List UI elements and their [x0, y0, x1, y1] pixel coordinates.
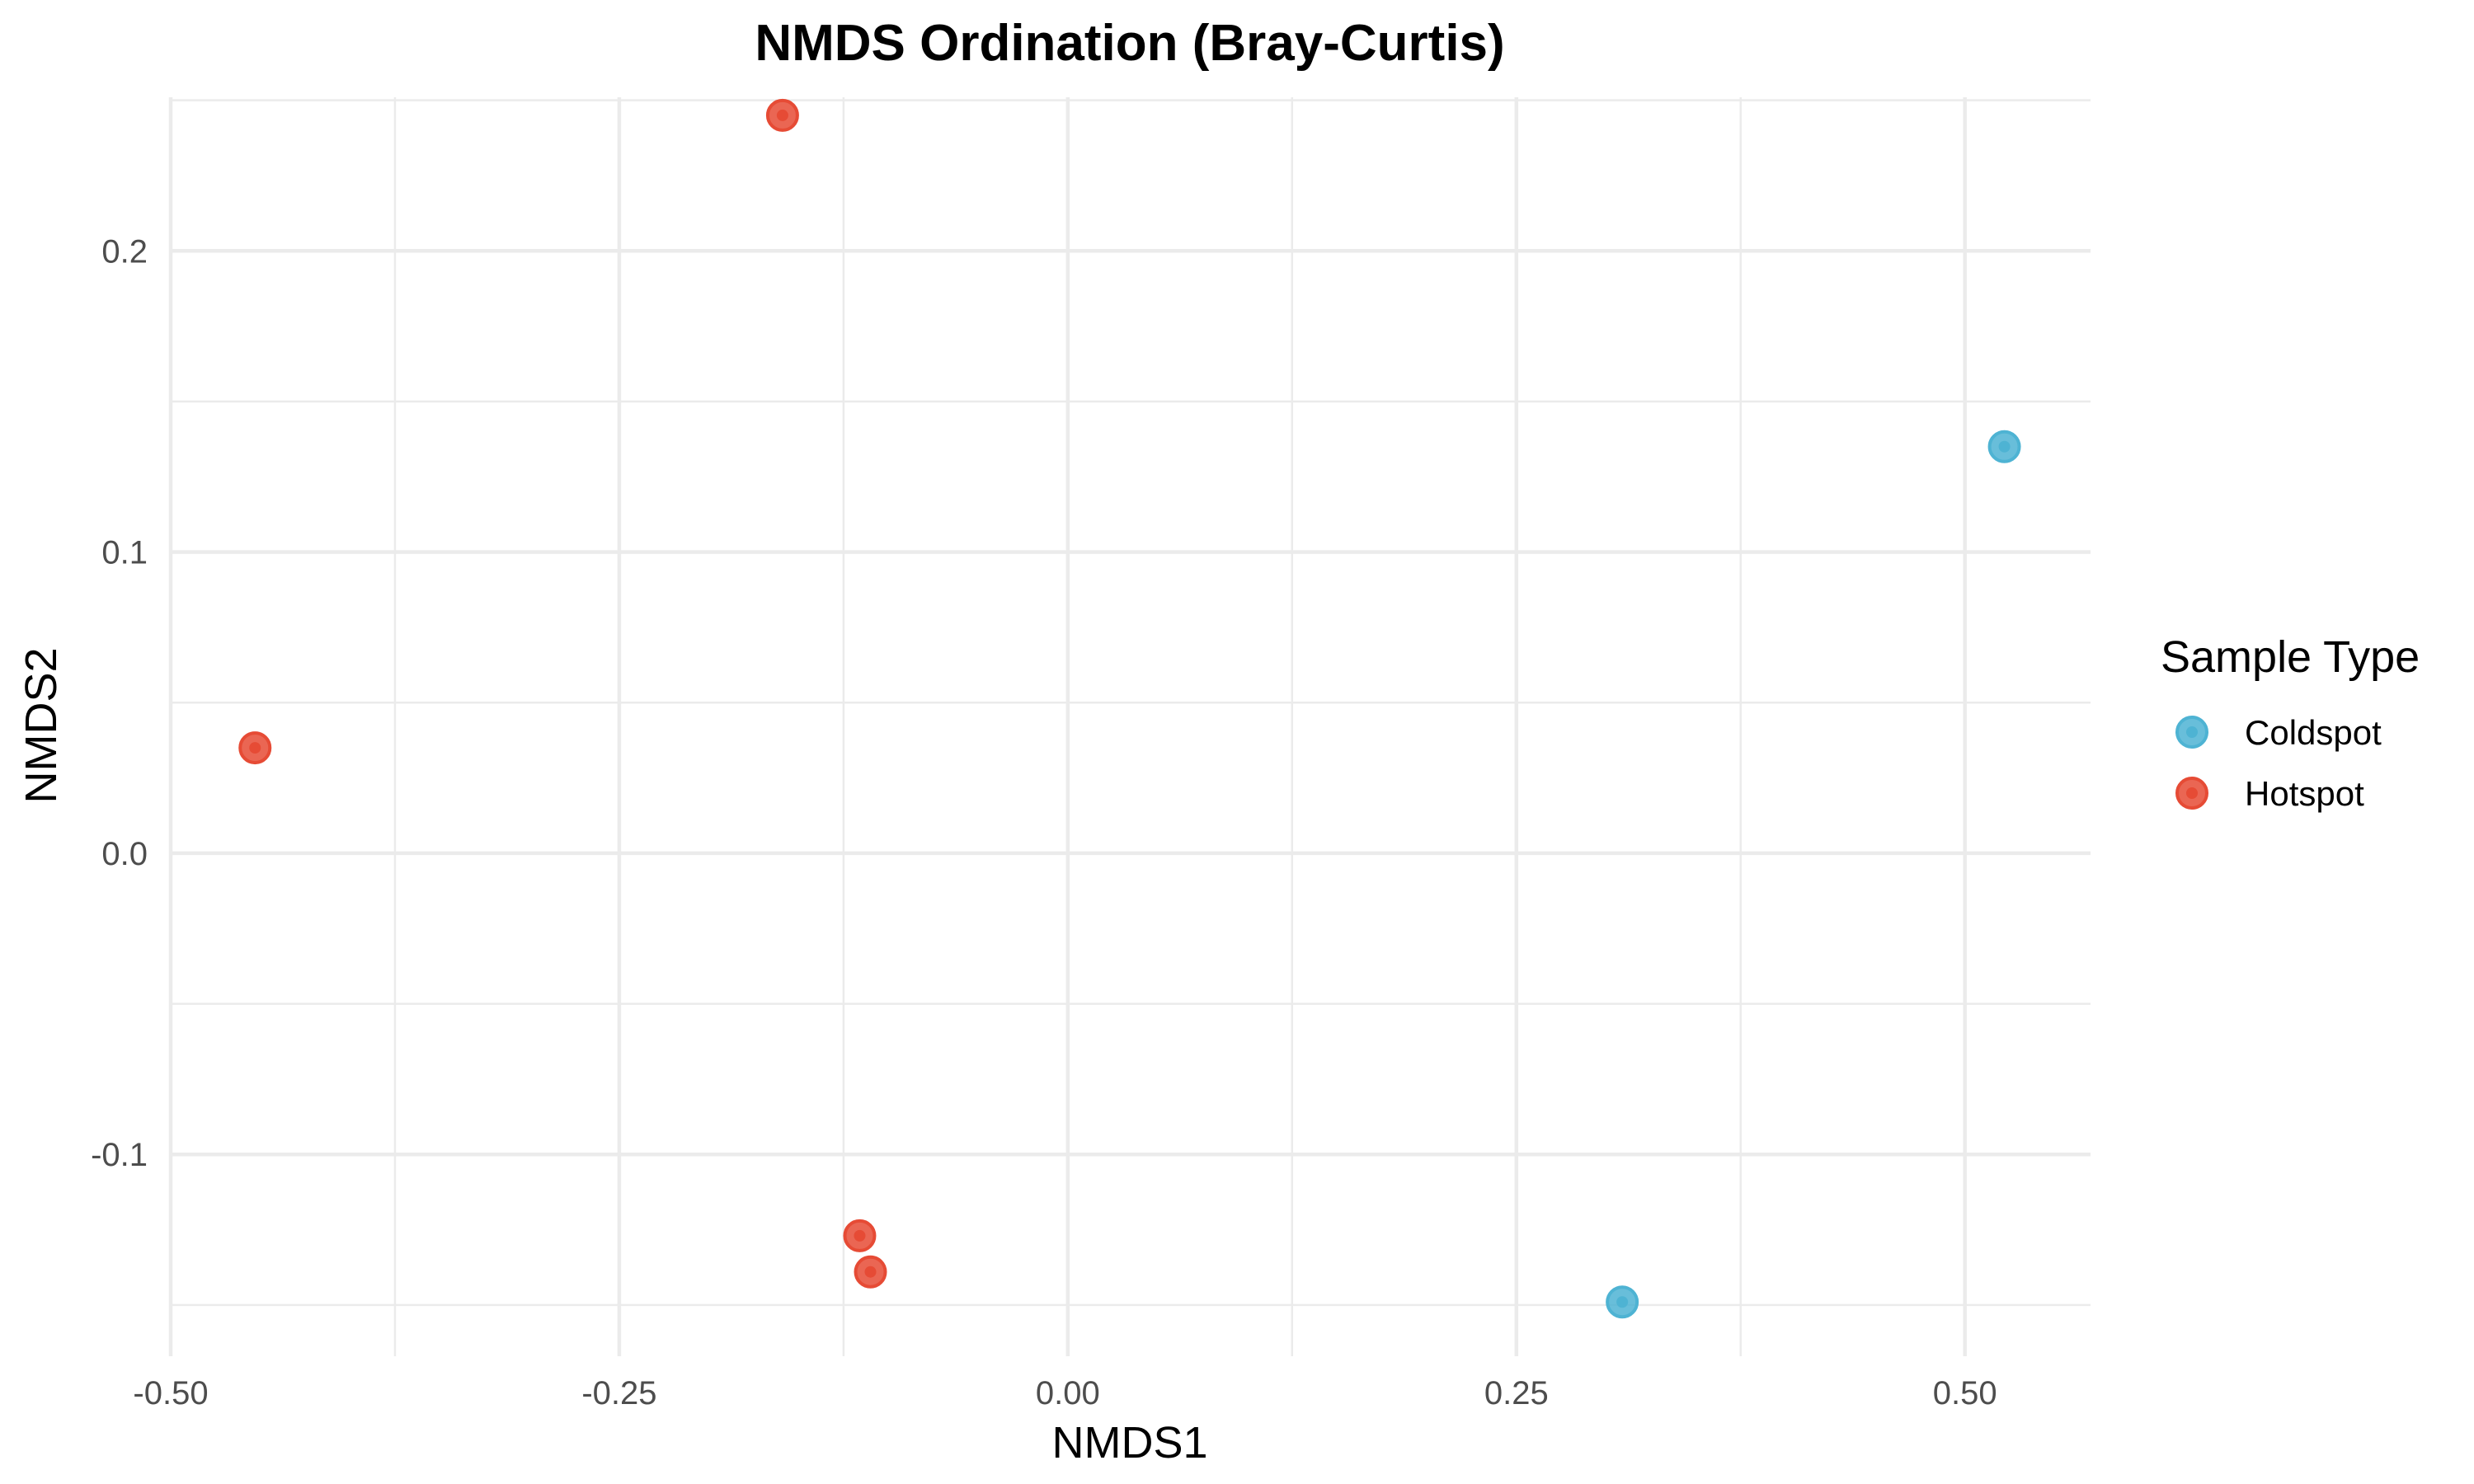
data-point-center	[1616, 1296, 1629, 1308]
y-tick-label: 0.1	[101, 535, 148, 571]
data-point-center	[864, 1266, 877, 1278]
y-axis-title: NMDS2	[16, 647, 66, 803]
grid-layer	[168, 97, 2091, 1356]
x-tick-label: 0.25	[1484, 1375, 1549, 1411]
y-tick-label: -0.1	[91, 1137, 148, 1173]
data-point-center	[854, 1229, 866, 1242]
legend-label-coldspot: Coldspot	[2245, 713, 2382, 752]
data-point-center	[249, 742, 261, 754]
legend-key-center	[2186, 726, 2198, 738]
axis-layer: -0.50 -0.25 0.00 0.25 0.50 -0.1 0.0 0.1 0.2	[91, 233, 1997, 1411]
points-layer	[238, 98, 2021, 1319]
series-hotspot	[238, 98, 887, 1289]
data-point-center	[776, 109, 788, 121]
x-axis-title: NMDS1	[1051, 1418, 1207, 1468]
series-coldspot	[1606, 430, 2021, 1319]
y-tick-label: 0.2	[101, 233, 148, 270]
legend: Sample Type Coldspot Hotspot	[2161, 632, 2420, 813]
x-tick-label: -0.25	[581, 1375, 656, 1411]
y-tick-label: 0.0	[101, 836, 148, 872]
legend-label-hotspot: Hotspot	[2245, 774, 2364, 813]
data-point-center	[1998, 440, 2011, 453]
x-tick-label: 0.00	[1036, 1375, 1100, 1411]
chart-title: NMDS Ordination (Bray-Curtis)	[755, 15, 1504, 72]
legend-title: Sample Type	[2161, 632, 2420, 682]
x-tick-label: 0.50	[1933, 1375, 1997, 1411]
legend-items: Coldspot Hotspot	[2175, 713, 2382, 813]
legend-key-center	[2186, 787, 2198, 799]
x-tick-label: -0.50	[133, 1375, 208, 1411]
